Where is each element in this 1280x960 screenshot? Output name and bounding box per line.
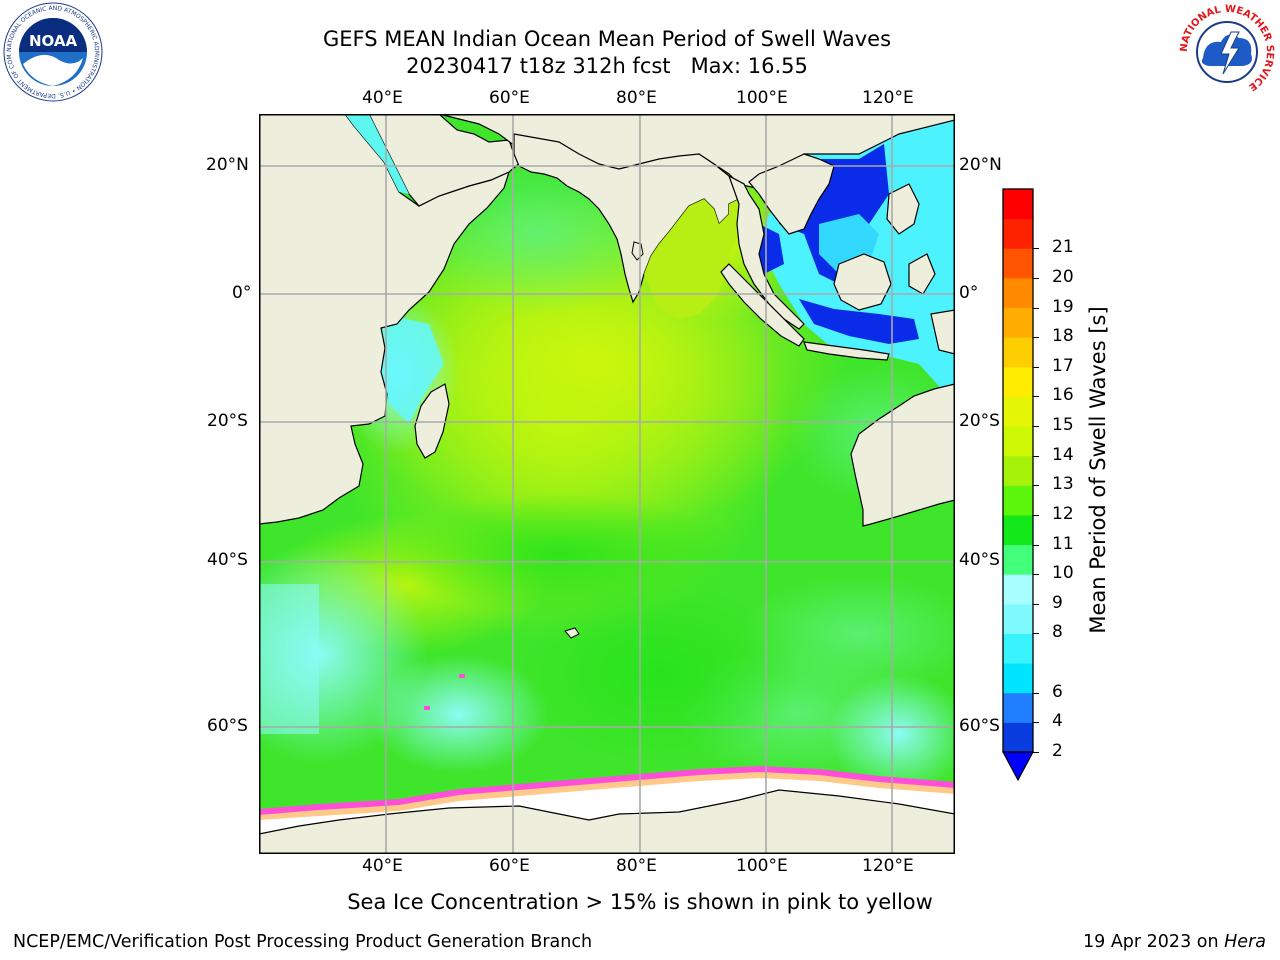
lat-right-60s: 60°S	[959, 716, 1000, 736]
chart-title: GEFS MEAN Indian Ocean Mean Period of Sw…	[322, 27, 892, 51]
colorbar-tick-label: 6	[1052, 681, 1063, 702]
colorbar-segment	[1003, 189, 1033, 220]
colorbar-segment	[1003, 603, 1033, 634]
colorbar-tick-mark	[1033, 396, 1039, 398]
colorbar-tick-mark	[1033, 366, 1039, 368]
colorbar-tick-mark	[1033, 485, 1039, 487]
colorbar	[1001, 188, 1035, 782]
colorbar-tick-mark	[1033, 752, 1039, 753]
lat-left-60s: 60°S	[207, 716, 248, 736]
colorbar-segment	[1003, 692, 1033, 723]
colorbar-segment	[1003, 366, 1033, 397]
lon-top-60e: 60°E	[489, 88, 530, 108]
colorbar-segment	[1003, 455, 1033, 486]
colorbar-tick-label: 16	[1052, 385, 1074, 406]
colorbar-segment	[1003, 218, 1033, 249]
lon-bottom-80e: 80°E	[616, 856, 657, 876]
colorbar-tick-mark	[1033, 633, 1039, 635]
lat-right-40s: 40°S	[959, 550, 1000, 570]
colorbar-segment	[1003, 663, 1033, 694]
footer-date: 19 Apr 2023 on Hera	[1083, 932, 1266, 952]
colorbar-segment	[1003, 426, 1033, 457]
colorbar-label: Mean Period of Swell Waves [s]	[1086, 306, 1110, 634]
map-plot	[259, 114, 955, 854]
colorbar-tick-mark	[1033, 248, 1039, 250]
colorbar-tick-label: 9	[1052, 592, 1063, 613]
colorbar-segment	[1003, 337, 1033, 368]
colorbar-tick-label: 17	[1052, 355, 1074, 376]
colorbar-under-arrow	[1001, 751, 1035, 782]
lon-bottom-40e: 40°E	[362, 856, 403, 876]
lon-top-120e: 120°E	[862, 88, 914, 108]
colorbar-segment	[1003, 248, 1033, 279]
lon-top-100e: 100°E	[736, 88, 788, 108]
colorbar-tick-label: 10	[1052, 563, 1074, 584]
colorbar-segment	[1003, 514, 1033, 546]
colorbar-segment	[1003, 307, 1033, 338]
colorbar-tick-label: 14	[1052, 444, 1074, 465]
colorbar-tick-label: 19	[1052, 296, 1074, 317]
colorbar-segment	[1003, 544, 1033, 575]
lat-left-0: 0°	[232, 283, 252, 303]
chart-subtitle: 20230417 t18z 312h fcst Max: 16.55	[406, 54, 808, 78]
colorbar-tick-mark	[1033, 603, 1039, 605]
colorbar-segment	[1003, 396, 1033, 427]
colorbar-tick-label: 18	[1052, 326, 1074, 347]
colorbar-tick-label: 20	[1052, 266, 1074, 287]
colorbar-tick-label: 2	[1052, 741, 1063, 761]
colorbar-tick-mark	[1033, 574, 1039, 576]
colorbar-tick-label: 21	[1052, 237, 1074, 258]
colorbar-tick-label: 11	[1052, 533, 1074, 554]
lat-left-20s: 20°S	[207, 411, 248, 431]
colorbar-tick-mark	[1033, 426, 1039, 428]
colorbar-tick-mark	[1033, 307, 1039, 309]
colorbar-segment	[1003, 277, 1033, 309]
colorbar-tick-mark	[1033, 455, 1039, 457]
colorbar-segment	[1003, 574, 1033, 605]
lat-right-20n: 20°N	[959, 155, 1002, 175]
footer-credit: NCEP/EMC/Verification Post Processing Pr…	[13, 932, 593, 952]
colorbar-tick-mark	[1033, 337, 1039, 339]
noaa-logo: NATIONAL OCEANIC AND ATMOSPHERIC ADMINIS…	[2, 2, 103, 102]
colorbar-frame	[1002, 188, 1034, 753]
colorbar-tick-mark	[1033, 277, 1039, 279]
sea-ice-caption: Sea Ice Concentration > 15% is shown in …	[347, 890, 933, 914]
colorbar-segment	[1003, 633, 1033, 664]
colorbar-tick-label: 8	[1052, 622, 1063, 643]
colorbar-tick-label: 4	[1052, 711, 1063, 732]
colorbar-tick-mark	[1033, 722, 1039, 724]
graticule	[259, 114, 955, 854]
lon-bottom-120e: 120°E	[862, 856, 914, 876]
map-frame	[259, 114, 955, 854]
footer-date-text: 19 Apr 2023 on	[1083, 932, 1225, 952]
colorbar-tick-label: 13	[1052, 474, 1074, 495]
colorbar-tick-mark	[1033, 544, 1039, 546]
footer-machine: Hera	[1224, 932, 1266, 952]
colorbar-segments	[1003, 189, 1033, 753]
lat-left-40s: 40°S	[207, 550, 248, 570]
colorbar-tick-mark	[1033, 692, 1039, 694]
lon-top-80e: 80°E	[616, 88, 657, 108]
lon-bottom-60e: 60°E	[489, 856, 530, 876]
lon-bottom-100e: 100°E	[736, 856, 788, 876]
colorbar-tick-label: 12	[1052, 503, 1074, 524]
noaa-logo-text: NOAA	[29, 32, 78, 50]
colorbar-segment	[1003, 485, 1033, 516]
lat-right-20s: 20°S	[959, 411, 1000, 431]
lat-left-20n: 20°N	[206, 155, 249, 175]
lat-right-0: 0°	[959, 283, 979, 303]
nws-logo: NATIONAL WEATHER SERVICE	[1178, 3, 1276, 101]
colorbar-tick-label: 15	[1052, 415, 1074, 436]
colorbar-segment	[1003, 722, 1033, 753]
lon-top-40e: 40°E	[362, 88, 403, 108]
colorbar-tick-mark	[1033, 514, 1039, 516]
